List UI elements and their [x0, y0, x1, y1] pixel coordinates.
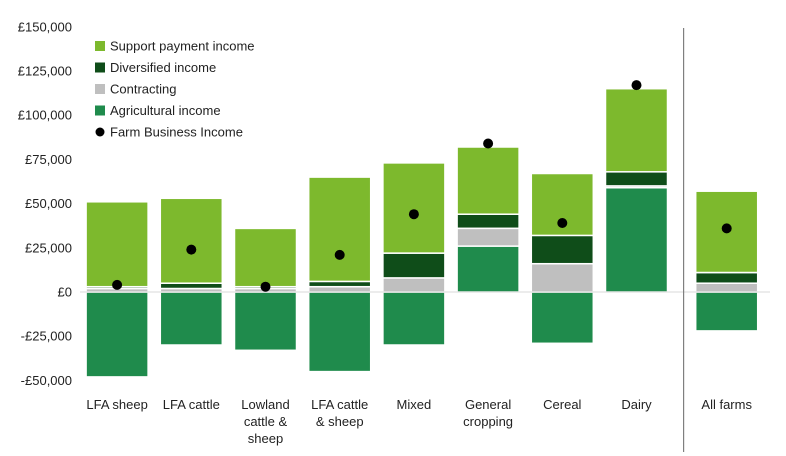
bar-segment-support-payment-income-7 [604, 87, 669, 173]
legend-swatch [95, 105, 105, 116]
fbi-points-layer [112, 80, 732, 292]
y-tick-label: £125,000 [18, 64, 72, 79]
legend-label: Farm Business Income [110, 125, 243, 140]
bar-segment-agricultural-income-5 [456, 245, 520, 293]
legend-label: Agricultural income [110, 103, 221, 118]
y-tick-label: £100,000 [18, 108, 72, 123]
category-label: Dairy [621, 397, 652, 412]
bar-segment-support-payment-income-4 [382, 162, 446, 254]
legend: Support payment income Diversified income… [95, 39, 255, 140]
legend-swatch [95, 62, 105, 73]
category-label: LFA cattle [163, 397, 220, 412]
fbi-point [260, 281, 271, 292]
legend-label: Diversified income [110, 60, 216, 75]
bar-segment-support-payment-income-5 [456, 146, 520, 215]
fbi-point [408, 209, 419, 220]
fbi-point [631, 80, 642, 91]
y-tick-label: £75,000 [25, 152, 72, 167]
fbi-point [112, 279, 123, 290]
category-label: Lowland cattle & sheep [241, 397, 289, 446]
y-tick-label: £25,000 [25, 240, 72, 255]
bar-segment-agricultural-income-6 [530, 291, 595, 345]
bar-segment-diversified-income-1 [159, 282, 224, 290]
legend-swatch [95, 127, 105, 137]
bar-segment-agricultural-income-4 [382, 291, 446, 346]
bar-segment-agricultural-income-1 [159, 291, 224, 346]
fbi-point [334, 249, 345, 260]
fbi-point [483, 138, 494, 149]
bar-segment-support-payment-income-1 [159, 197, 224, 284]
fbi-point [186, 244, 197, 255]
bar-segment-diversified-income-4 [382, 252, 446, 279]
bar-segment-contracting-6 [530, 262, 595, 293]
y-tick-label: £150,000 [18, 19, 72, 34]
bar-segment-contracting-5 [456, 227, 520, 247]
fbi-point [721, 223, 732, 234]
category-label: All farms [701, 397, 752, 412]
fbi-point [557, 218, 568, 228]
bar-segment-diversified-income-3 [307, 280, 372, 288]
bar-segment-agricultural-income-2 [233, 291, 298, 352]
category-label: Cereal [543, 397, 581, 412]
y-tick-label: -£50,000 [21, 373, 72, 388]
bars-layer [85, 87, 759, 378]
bar-segment-support-payment-income-3 [307, 176, 372, 283]
bar-segment-diversified-income-7 [604, 171, 669, 187]
bar-segment-support-payment-income-0 [85, 201, 149, 288]
legend-label: Contracting [110, 82, 176, 97]
x-axis-categories: LFA sheep LFA cattle Lowland cattle & sheep L… [86, 397, 752, 446]
category-label: General cropping [463, 397, 513, 429]
legend-swatch [95, 41, 105, 51]
y-tick-label: -£25,000 [21, 329, 72, 344]
y-axis: £150,000 £125,000 £100,000 £75,000 £50,000 £2… [18, 19, 770, 452]
bar-segment-diversified-income-5 [456, 213, 520, 230]
bar-segment-agricultural-income-0 [85, 291, 149, 378]
category-label: LFA sheep [86, 397, 147, 412]
y-tick-label: £0 [58, 285, 72, 300]
bar-segment-agricultural-income-7 [604, 186, 669, 293]
bar-segment-contracting-8 [694, 282, 759, 293]
category-label: LFA cattle & sheep [311, 397, 368, 429]
bar-segment-diversified-income-8 [694, 271, 759, 284]
bar-segment-agricultural-income-3 [307, 291, 372, 373]
legend-swatch [95, 84, 105, 94]
bar-segment-agricultural-income-8 [694, 291, 759, 332]
y-tick-label: £50,000 [25, 196, 72, 211]
bar-segment-support-payment-income-2 [233, 227, 298, 288]
bar-segment-diversified-income-6 [530, 234, 595, 265]
category-label: Mixed [397, 397, 432, 412]
bar-segment-contracting-4 [382, 277, 446, 293]
legend-label: Support payment income [110, 39, 255, 54]
bar-segment-contracting-3 [307, 285, 372, 293]
